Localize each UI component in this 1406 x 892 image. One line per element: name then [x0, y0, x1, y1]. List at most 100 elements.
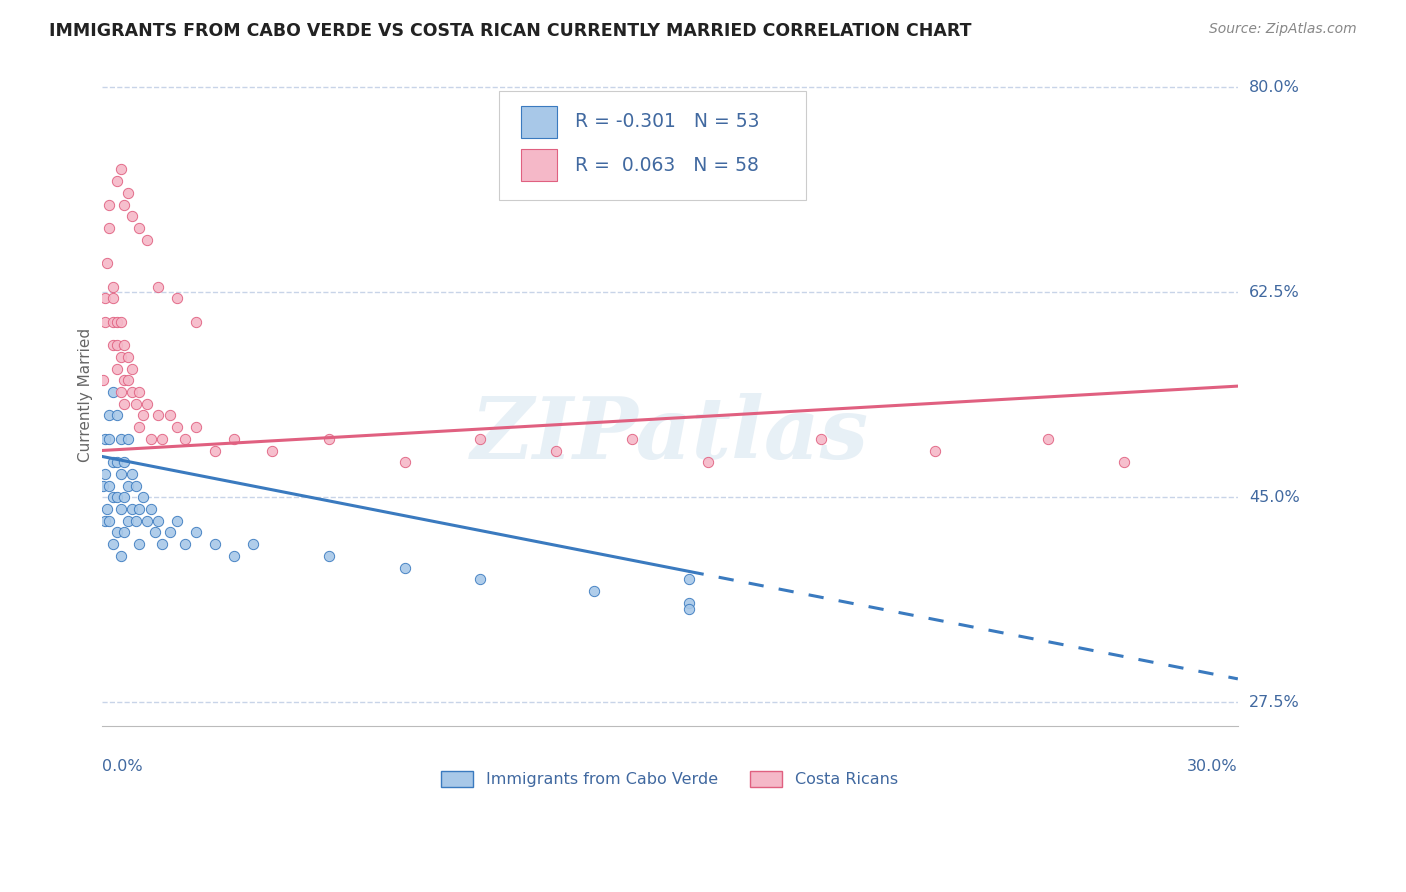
- Point: [159, 525, 181, 540]
- Point: [128, 420, 150, 434]
- Point: [117, 186, 139, 200]
- Point: [112, 338, 135, 352]
- Point: [174, 537, 197, 551]
- FancyBboxPatch shape: [520, 106, 557, 137]
- Point: [166, 514, 188, 528]
- Point: [101, 537, 124, 551]
- Point: [105, 409, 128, 423]
- Point: [110, 162, 132, 177]
- Point: [101, 491, 124, 505]
- Point: [112, 373, 135, 387]
- Point: [112, 525, 135, 540]
- Point: [105, 174, 128, 188]
- Point: [148, 409, 170, 423]
- Text: Source: ZipAtlas.com: Source: ZipAtlas.com: [1209, 22, 1357, 37]
- Point: [242, 537, 264, 551]
- Point: [136, 514, 159, 528]
- Point: [128, 502, 150, 516]
- Point: [678, 601, 700, 615]
- Text: R =  0.063   N = 58: R = 0.063 N = 58: [575, 156, 759, 175]
- Point: [105, 525, 128, 540]
- Text: 27.5%: 27.5%: [1249, 695, 1301, 710]
- Point: [204, 537, 226, 551]
- Point: [105, 491, 128, 505]
- Point: [150, 537, 173, 551]
- Point: [98, 197, 121, 211]
- Y-axis label: Currently Married: Currently Married: [79, 328, 93, 462]
- Point: [98, 409, 121, 423]
- Point: [186, 525, 208, 540]
- Point: [159, 409, 181, 423]
- Point: [101, 279, 124, 293]
- Point: [1114, 455, 1136, 469]
- Point: [128, 537, 150, 551]
- Point: [101, 384, 124, 399]
- Point: [94, 315, 117, 329]
- Text: IMMIGRANTS FROM CABO VERDE VS COSTA RICAN CURRENTLY MARRIED CORRELATION CHART: IMMIGRANTS FROM CABO VERDE VS COSTA RICA…: [49, 22, 972, 40]
- Point: [678, 596, 700, 610]
- Point: [101, 315, 124, 329]
- Point: [112, 491, 135, 505]
- Point: [128, 221, 150, 235]
- Point: [121, 361, 143, 376]
- Point: [110, 467, 132, 481]
- Point: [98, 221, 121, 235]
- Point: [318, 549, 340, 563]
- Point: [105, 338, 128, 352]
- Point: [112, 397, 135, 411]
- Point: [318, 432, 340, 446]
- FancyBboxPatch shape: [499, 90, 806, 200]
- Point: [93, 373, 115, 387]
- Point: [110, 432, 132, 446]
- Point: [394, 560, 416, 574]
- Point: [121, 209, 143, 223]
- Point: [105, 315, 128, 329]
- Point: [110, 315, 132, 329]
- Point: [620, 432, 643, 446]
- Point: [125, 397, 148, 411]
- Point: [110, 549, 132, 563]
- Point: [101, 291, 124, 305]
- Point: [128, 384, 150, 399]
- Point: [101, 338, 124, 352]
- Point: [148, 514, 170, 528]
- Point: [132, 491, 155, 505]
- Point: [260, 443, 283, 458]
- Point: [105, 361, 128, 376]
- Text: ZIPatlas: ZIPatlas: [471, 392, 869, 476]
- FancyBboxPatch shape: [520, 150, 557, 181]
- Point: [96, 256, 118, 270]
- Point: [94, 291, 117, 305]
- Point: [186, 315, 208, 329]
- Point: [117, 478, 139, 492]
- Point: [143, 525, 166, 540]
- Legend: Immigrants from Cabo Verde, Costa Ricans: Immigrants from Cabo Verde, Costa Ricans: [434, 764, 904, 794]
- Point: [394, 455, 416, 469]
- Point: [139, 432, 162, 446]
- Point: [166, 291, 188, 305]
- Point: [121, 467, 143, 481]
- Point: [125, 478, 148, 492]
- Point: [117, 373, 139, 387]
- Point: [224, 432, 246, 446]
- Point: [139, 502, 162, 516]
- Point: [94, 467, 117, 481]
- Point: [94, 432, 117, 446]
- Point: [174, 432, 197, 446]
- Text: 62.5%: 62.5%: [1249, 285, 1301, 300]
- Text: 45.0%: 45.0%: [1249, 490, 1301, 505]
- Text: R = -0.301   N = 53: R = -0.301 N = 53: [575, 112, 759, 131]
- Point: [166, 420, 188, 434]
- Point: [924, 443, 946, 458]
- Point: [117, 514, 139, 528]
- Point: [582, 584, 605, 599]
- Point: [98, 514, 121, 528]
- Point: [96, 502, 118, 516]
- Point: [696, 455, 718, 469]
- Point: [94, 514, 117, 528]
- Point: [121, 502, 143, 516]
- Point: [105, 455, 128, 469]
- Point: [470, 432, 492, 446]
- Point: [204, 443, 226, 458]
- Point: [112, 455, 135, 469]
